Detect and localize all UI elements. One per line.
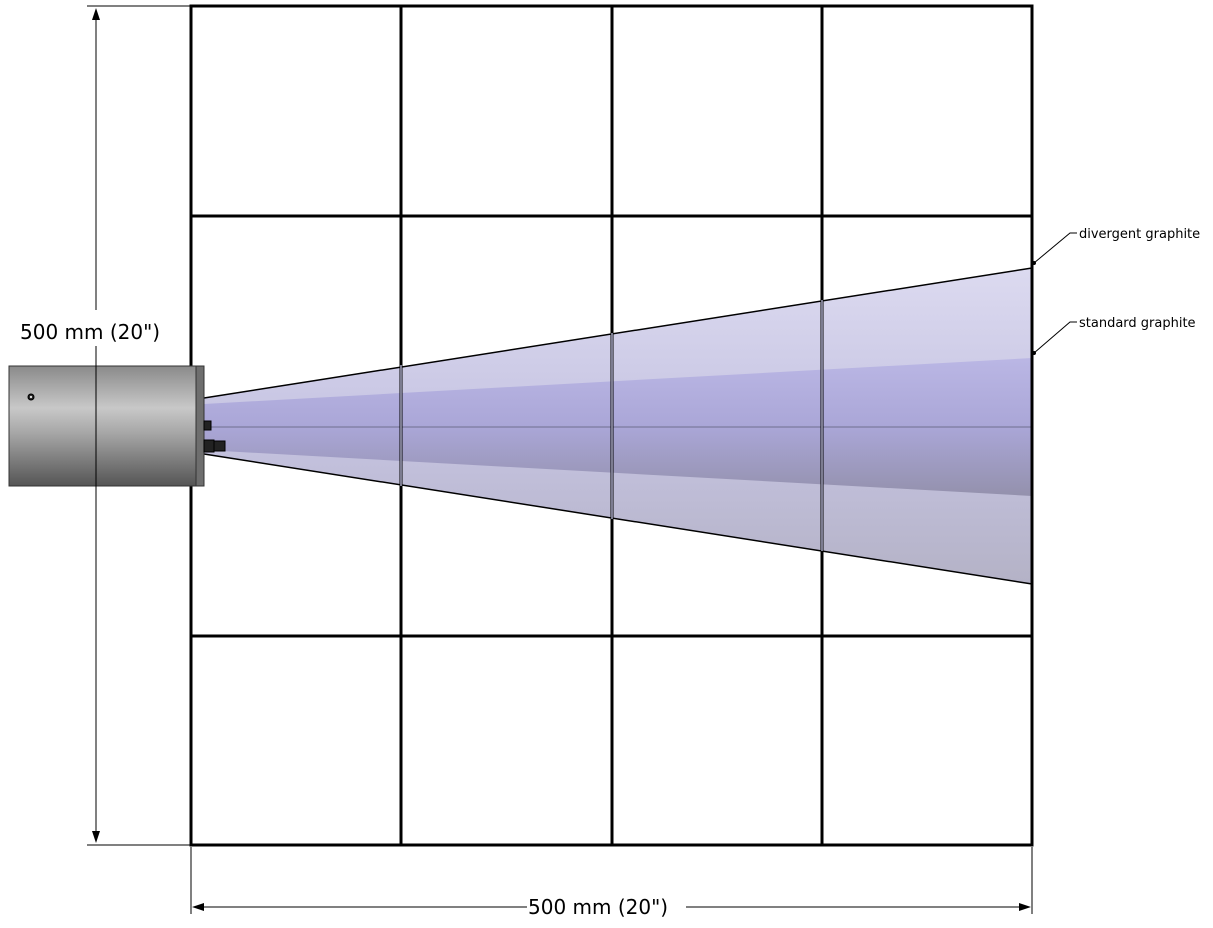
width-dimension-label: 500 mm (20") bbox=[528, 895, 668, 919]
source-cylinder-flange bbox=[195, 365, 205, 487]
standard-graphite-label: standard graphite bbox=[1079, 316, 1196, 331]
grid-through-beam bbox=[400, 300, 823, 551]
divergent-callout-leader bbox=[1032, 232, 1077, 265]
source-connector-icon bbox=[203, 420, 226, 453]
source-cylinder-body bbox=[8, 365, 197, 487]
source-housing bbox=[8, 365, 226, 487]
divergent-graphite-label: divergent graphite bbox=[1079, 227, 1200, 242]
height-dimension-label: 500 mm (20") bbox=[20, 320, 160, 344]
standard-callout-leader bbox=[1032, 321, 1077, 355]
divergent-beam-edge-top bbox=[203, 267, 1033, 399]
divergent-beam-edge-bottom bbox=[203, 453, 1033, 585]
width-dimension bbox=[190, 847, 1033, 914]
height-dimension bbox=[87, 5, 191, 846]
